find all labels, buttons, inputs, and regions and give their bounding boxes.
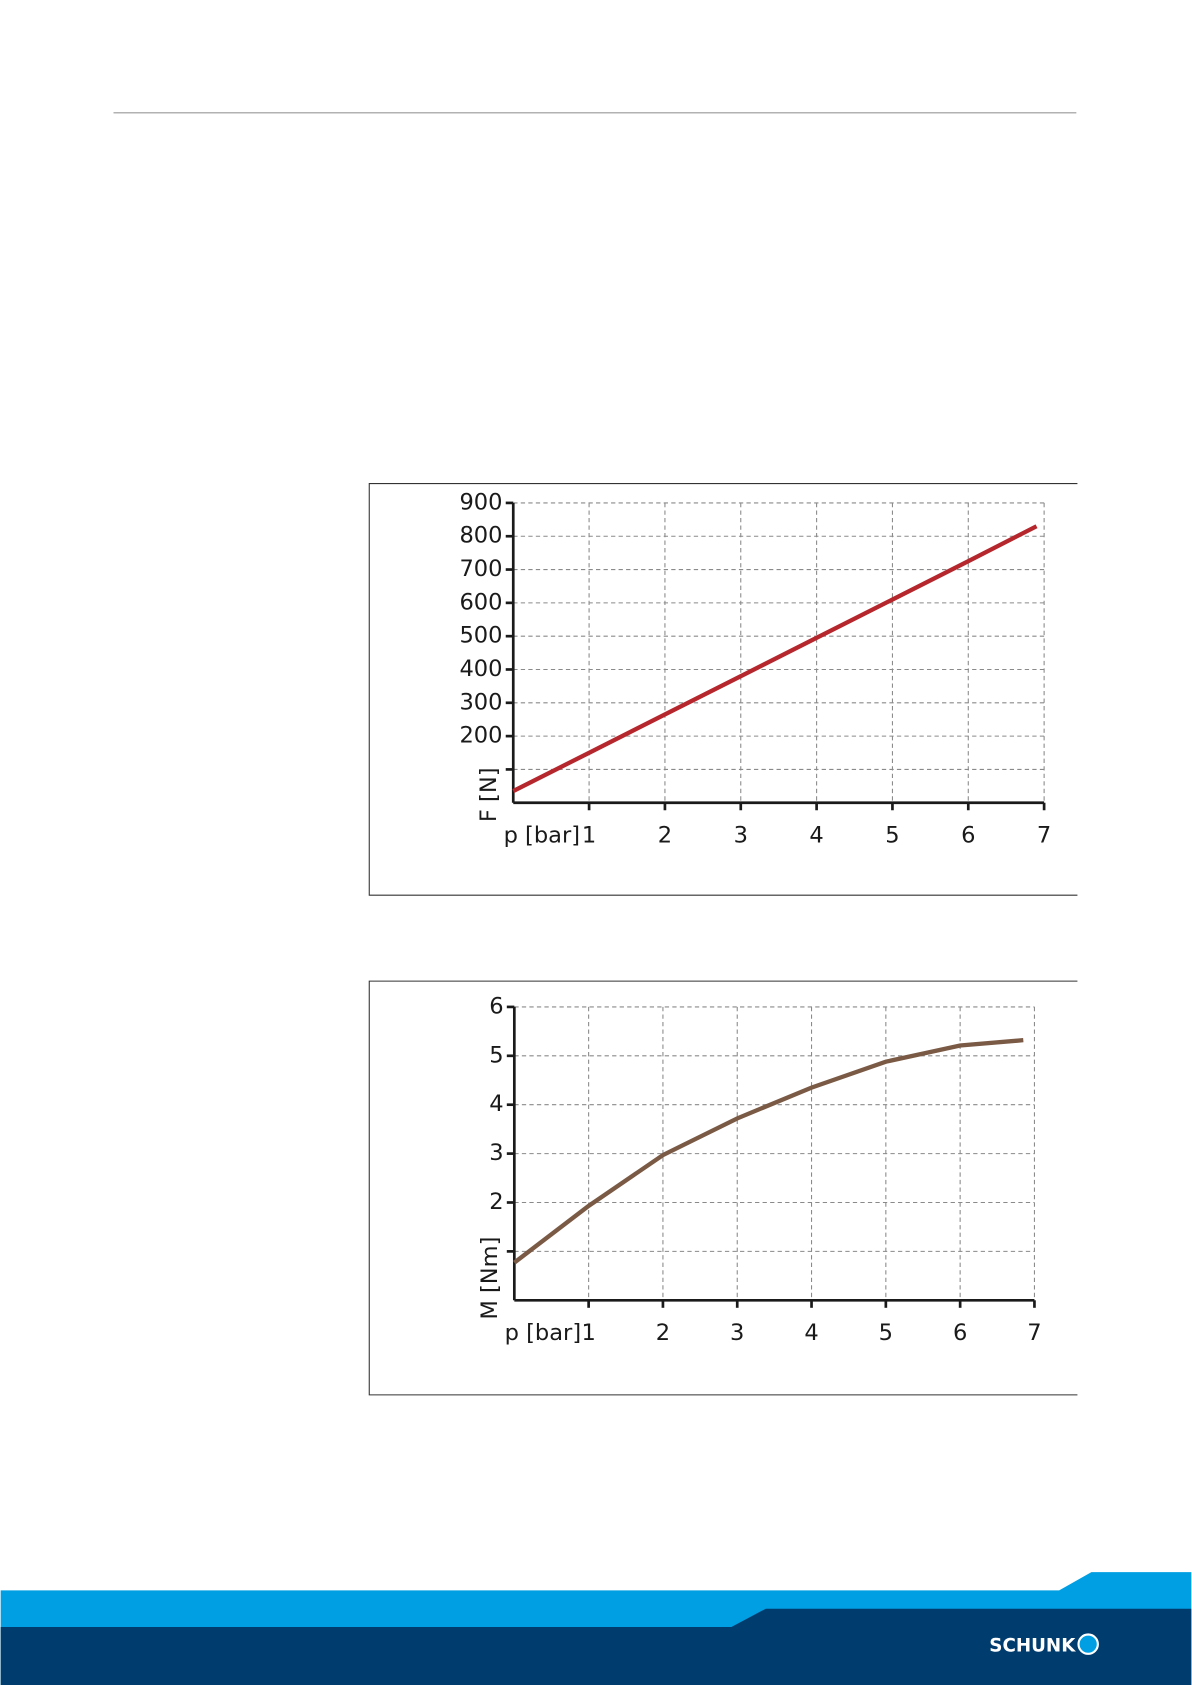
x-tick-label: 2 [656,1320,670,1346]
data-line [513,1038,1024,1265]
y-axis-label: F [N] [476,767,502,822]
y-tick-label: 5 [489,1042,503,1068]
footer-band-dark [0,1608,1192,1685]
y-tick-label: 500 [459,623,502,649]
logo-mark [1077,1633,1099,1655]
y-axis-label: M [Nm] [477,1237,503,1320]
x-tick-label: 4 [804,1320,818,1346]
data-line [512,524,1038,793]
x-tick-label: 2 [658,823,672,849]
x-tick-label: 7 [1027,1320,1041,1346]
y-tick-label: 400 [459,656,502,682]
x-tick-label: 4 [809,823,823,849]
x-axis-label: p [bar] [504,823,580,849]
y-tick-label: 3 [489,1140,503,1166]
x-tick-label: 3 [734,823,748,849]
y-tick-label: 2 [489,1189,503,1215]
x-tick-label: 6 [953,1320,967,1346]
x-tick-label: 5 [879,1320,893,1346]
x-tick-label: 1 [582,823,596,849]
y-tick-label: 4 [489,1091,503,1117]
x-tick-label: 7 [1037,823,1051,849]
y-tick-label: 700 [459,556,502,582]
logo: SCHUNK [989,1635,1076,1656]
x-tick-label: 6 [961,823,975,849]
y-tick-label: 6 [489,993,503,1019]
y-tick-label: 800 [459,523,502,549]
x-tick-label: 5 [885,823,899,849]
y-tick-label: 900 [459,489,502,515]
chart-frame [368,980,1078,1396]
x-tick-label: 3 [730,1320,744,1346]
chart-frame [368,483,1078,896]
y-tick-label: 200 [459,723,502,749]
x-axis-label: p [bar] [505,1320,581,1346]
y-tick-label: 300 [459,689,502,715]
y-tick-label: 600 [459,589,502,615]
x-tick-label: 1 [581,1320,595,1346]
